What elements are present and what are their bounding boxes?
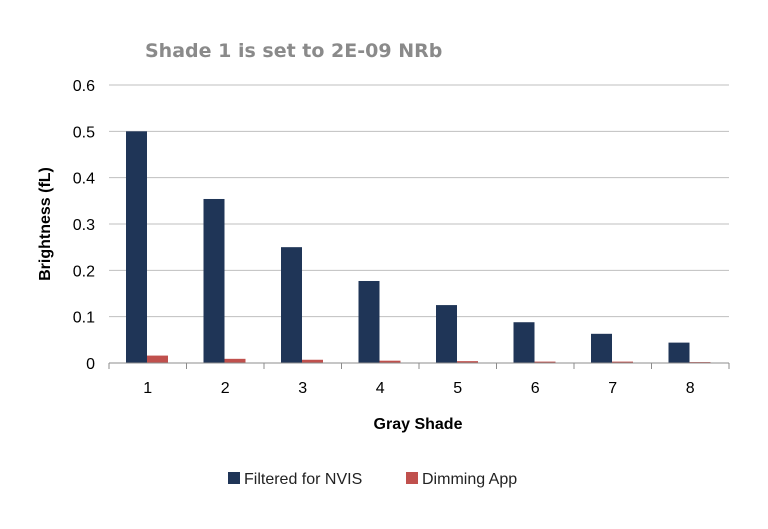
y-tick-label: 0.6	[73, 78, 95, 95]
bar-dimming-app	[379, 360, 401, 363]
x-axis-label: Gray Shade	[374, 416, 463, 433]
y-tick-label: 0.2	[73, 263, 95, 280]
bar-filtered-nvis	[126, 131, 147, 363]
y-tick-label: 0.1	[73, 310, 95, 327]
bar-dimming-app	[612, 361, 633, 363]
y-tick-label: 0.3	[73, 217, 95, 234]
bar-dimming-app	[302, 359, 323, 363]
bar-dimming-app	[457, 361, 478, 363]
x-tick-label: 7	[608, 380, 617, 397]
x-tick-label: 1	[143, 380, 152, 397]
bar-filtered-nvis	[668, 342, 690, 363]
bar-filtered-nvis	[281, 247, 302, 363]
bar-filtered-nvis	[591, 333, 612, 363]
bar-dimming-app	[534, 361, 556, 363]
y-tick-label: 0.5	[73, 124, 95, 141]
x-tick-label: 3	[298, 380, 307, 397]
legend-swatch	[406, 472, 418, 484]
bar-filtered-nvis	[203, 198, 225, 363]
x-tick-labels: 1 2 3 4 5 6 7 8	[143, 380, 695, 397]
legend-label: Dimming App	[422, 471, 517, 488]
bar-dimming-app	[224, 358, 246, 363]
gridlines	[109, 84, 729, 318]
y-tick-labels: 0 0.1 0.2 0.3 0.4 0.5 0.6	[73, 78, 95, 373]
legend-swatch	[228, 472, 240, 484]
bar-dimming-app	[147, 355, 168, 363]
x-tick-label: 2	[221, 380, 230, 397]
x-tick-label: 8	[686, 380, 695, 397]
bars	[126, 131, 711, 363]
legend-label: Filtered for NVIS	[244, 471, 362, 488]
y-tick-label: 0.4	[73, 171, 95, 188]
x-tick-label: 4	[376, 380, 385, 397]
x-tick-label: 6	[531, 380, 540, 397]
bar-filtered-nvis	[513, 322, 535, 363]
x-axis	[108, 362, 730, 369]
bar-filtered-nvis	[358, 280, 380, 363]
x-tick-label: 5	[453, 380, 462, 397]
chart-title: Shade 1 is set to 2E-09 NRb	[145, 40, 442, 62]
legend: Filtered for NVIS Dimming App	[228, 471, 517, 488]
bar-filtered-nvis	[436, 305, 457, 363]
y-axis-label: Brightness (fL)	[37, 167, 54, 281]
y-tick-label: 0	[86, 356, 95, 373]
